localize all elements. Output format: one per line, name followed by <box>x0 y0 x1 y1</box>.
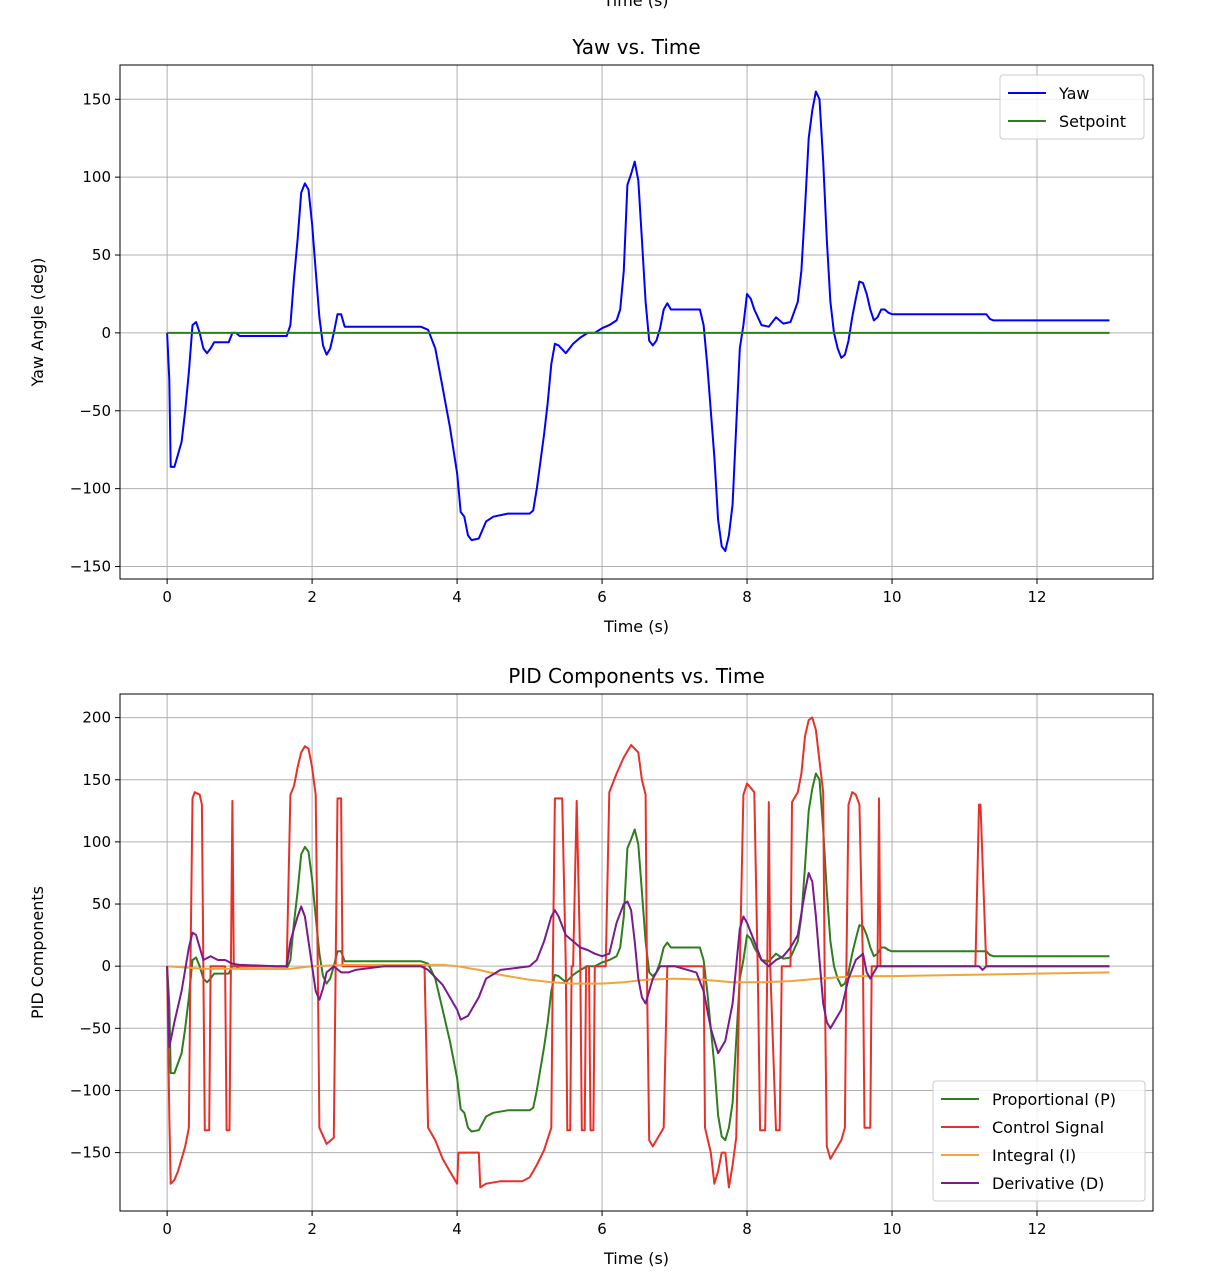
y-tick-label: 100 <box>82 833 111 851</box>
y-tick-label: −50 <box>79 402 111 420</box>
x-tick-label: 8 <box>742 588 752 606</box>
series-line-derivative-d <box>166 872 1110 1055</box>
y-tick-label: −150 <box>70 558 111 576</box>
clipped-axis-label: Time (s) <box>603 0 669 10</box>
y-tick-label: −150 <box>70 1144 111 1162</box>
series-line-integral-i <box>167 963 1110 985</box>
y-tick-label: 0 <box>101 957 111 975</box>
x-tick-label: 4 <box>452 1220 462 1238</box>
x-tick-label: 6 <box>597 588 607 606</box>
y-tick-label: 50 <box>92 246 111 264</box>
x-tick-label: 10 <box>882 1220 901 1238</box>
x-axis-label: Time (s) <box>603 1249 669 1268</box>
x-tick-label: 8 <box>742 1220 752 1238</box>
y-tick-label: 150 <box>82 771 111 789</box>
x-tick-label: 12 <box>1027 1220 1046 1238</box>
series-line-control-signal <box>166 716 1110 1189</box>
x-tick-label: 0 <box>162 588 172 606</box>
legend-box <box>932 1080 1146 1202</box>
legend-label: Proportional (P) <box>992 1090 1116 1109</box>
chart-title: Yaw vs. Time <box>571 35 700 59</box>
y-tick-label: 0 <box>101 324 111 342</box>
y-tick-label: 200 <box>82 709 111 727</box>
y-tick-label: 150 <box>82 90 111 108</box>
x-tick-label: 10 <box>882 588 901 606</box>
x-tick-label: 4 <box>452 588 462 606</box>
y-axis-label: PID Components <box>28 886 47 1019</box>
x-tick-label: 12 <box>1027 588 1046 606</box>
legend-label: Yaw <box>1058 84 1089 103</box>
legend-label: Control Signal <box>992 1118 1104 1137</box>
y-tick-label: −50 <box>79 1019 111 1037</box>
x-tick-label: 2 <box>307 588 317 606</box>
legend-box <box>999 74 1145 140</box>
series-line-proportional-p <box>166 772 1110 1142</box>
y-tick-label: 100 <box>82 168 111 186</box>
y-tick-label: −100 <box>70 1081 111 1099</box>
y-tick-label: 50 <box>92 895 111 913</box>
plot-frame <box>119 64 1154 580</box>
chart-title: PID Components vs. Time <box>508 664 765 688</box>
x-tick-label: 0 <box>162 1220 172 1238</box>
plot-frame <box>119 693 1154 1212</box>
legend-label: Integral (I) <box>992 1146 1076 1165</box>
y-axis-label: Yaw Angle (deg) <box>28 258 47 388</box>
x-tick-label: 2 <box>307 1220 317 1238</box>
x-axis-label: Time (s) <box>603 617 669 636</box>
y-tick-label: −100 <box>70 480 111 498</box>
x-tick-label: 6 <box>597 1220 607 1238</box>
series-line-yaw <box>166 90 1110 552</box>
legend-label: Setpoint <box>1059 112 1126 131</box>
legend-label: Derivative (D) <box>992 1174 1104 1193</box>
